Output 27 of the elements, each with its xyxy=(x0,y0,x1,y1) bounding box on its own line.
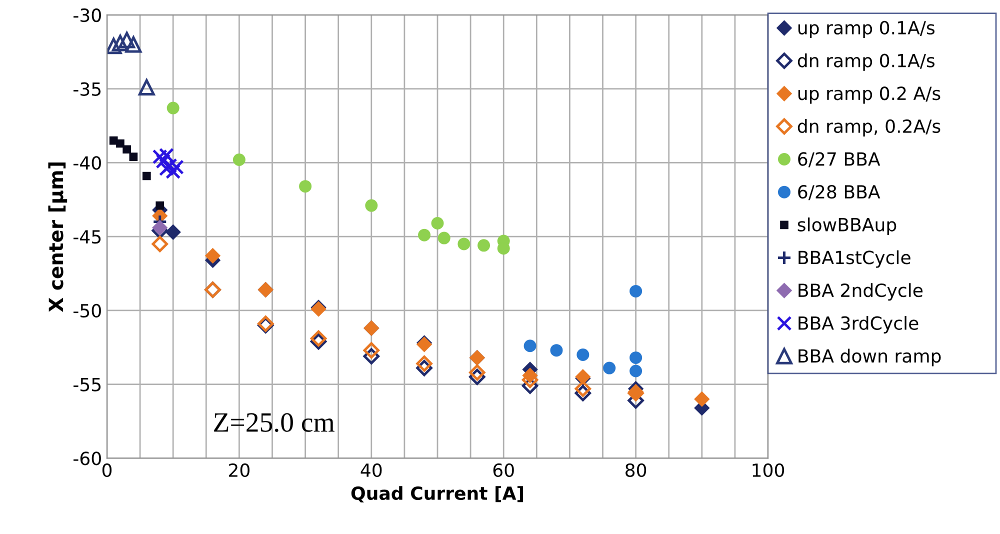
legend-label: 6/27 BBA xyxy=(798,152,880,168)
y-tick-label: -40 xyxy=(74,156,101,170)
y-tick-label: -30 xyxy=(74,8,101,22)
legend-label: 6/28 BBA xyxy=(798,185,880,200)
x-tick-label: 40 xyxy=(360,463,382,478)
x-axis-title: Quad Current [A] xyxy=(351,486,523,502)
x-tick-label: 20 xyxy=(229,463,250,478)
y-tick-label: -60 xyxy=(74,452,101,466)
legend-label: up ramp 0.1A/s xyxy=(798,20,934,38)
x-tick-label: 100 xyxy=(752,463,784,478)
legend-label: up ramp 0.2 A/s xyxy=(798,86,940,104)
legend-label: BBA1stCycle xyxy=(798,250,910,268)
annotation: Z=25.0 cm xyxy=(214,413,334,432)
legend-label: dn ramp 0.1A/s xyxy=(798,53,934,71)
y-axis-title: X center [µm] xyxy=(48,162,68,312)
legend-label: slowBBAup xyxy=(798,218,896,235)
x-tick-label: 60 xyxy=(493,463,514,478)
x-tick-label: 80 xyxy=(626,463,646,478)
y-tick-label: -55 xyxy=(74,378,101,392)
x-tick-label: 0 xyxy=(102,463,112,478)
y-tick-label: -50 xyxy=(74,304,101,318)
y-tick-label: -45 xyxy=(74,230,101,244)
legend-label: BBA 2ndCycle xyxy=(798,283,923,301)
legend-label: BBA 3rdCycle xyxy=(798,316,918,334)
y-tick-label: -35 xyxy=(74,82,101,96)
legend-label: dn ramp, 0.2A/s xyxy=(798,119,940,137)
legend-label: BBA down ramp xyxy=(798,348,941,366)
